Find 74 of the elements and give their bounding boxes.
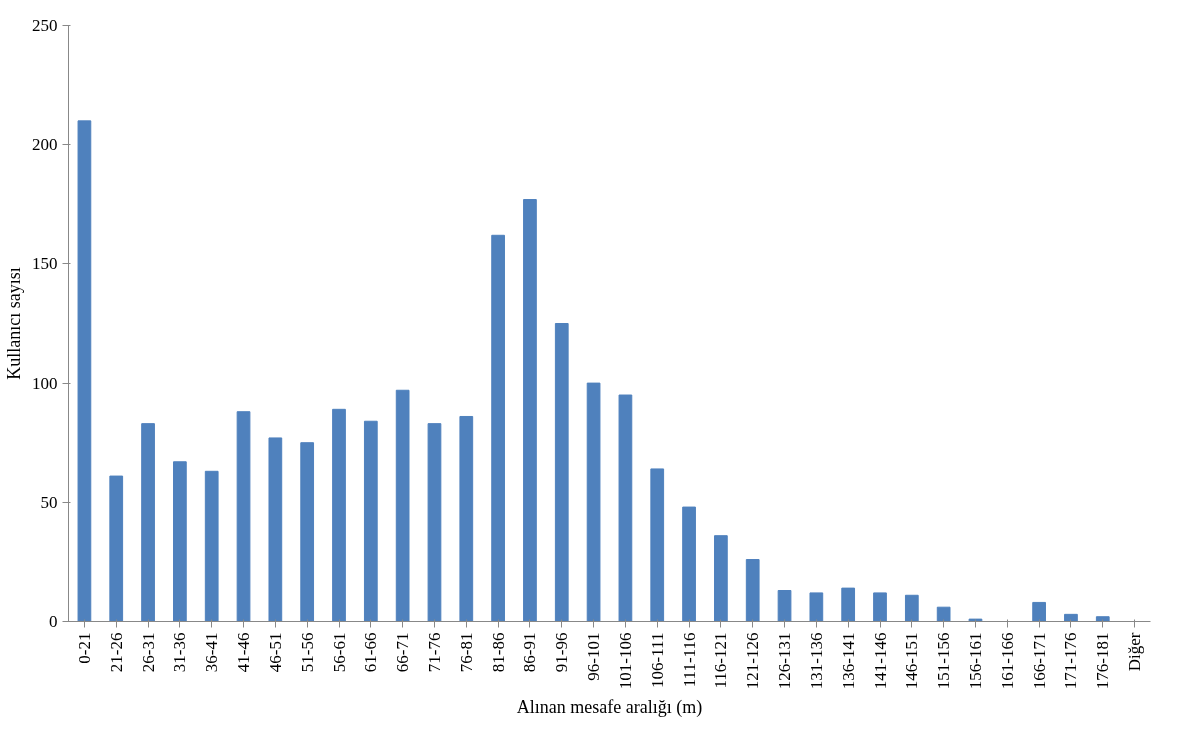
y-axis-title: Kullanıcı sayısı xyxy=(4,267,24,380)
y-tick-label: 0 xyxy=(49,612,58,631)
x-tick-label: 61-66 xyxy=(361,632,381,673)
bar xyxy=(1032,601,1046,622)
bar xyxy=(968,618,983,622)
bar xyxy=(936,606,951,622)
bar xyxy=(586,382,601,622)
bar xyxy=(491,234,505,622)
x-tick-label: 31-36 xyxy=(170,632,190,673)
bar xyxy=(1064,613,1078,622)
x-tick-label: 136-141 xyxy=(838,632,858,690)
y-tick-label: 50 xyxy=(40,492,58,512)
bar xyxy=(1095,616,1110,622)
bar xyxy=(204,470,219,622)
x-tick-label: 71-76 xyxy=(424,632,444,673)
x-tick-label: 101-106 xyxy=(615,632,635,690)
x-tick-label: 131-136 xyxy=(806,632,826,690)
bar xyxy=(363,420,378,622)
y-tick-label: 250 xyxy=(32,16,58,35)
x-tick-label: 161-166 xyxy=(997,632,1017,690)
bar xyxy=(236,411,251,622)
bar xyxy=(395,389,410,622)
x-tick-label: 26-31 xyxy=(138,632,158,673)
bar xyxy=(173,461,187,622)
bar xyxy=(745,559,760,622)
x-tick-label: 41-46 xyxy=(234,632,254,673)
x-tick-label: 116-121 xyxy=(711,632,731,689)
x-tick-label: 56-61 xyxy=(329,632,349,673)
x-tick-label: 76-81 xyxy=(456,632,476,673)
y-tick-label: 100 xyxy=(32,373,58,393)
x-tick-label: Diğer xyxy=(1125,632,1145,672)
bar xyxy=(682,506,696,622)
y-tick-label: 150 xyxy=(32,254,58,274)
x-tick-label: 141-146 xyxy=(870,632,890,690)
bar xyxy=(523,199,537,622)
bar xyxy=(618,394,633,622)
x-tick-label: 81-86 xyxy=(488,632,508,673)
x-tick-label: 106-111 xyxy=(647,632,667,688)
x-tick-label: 171-176 xyxy=(1061,632,1081,690)
bar xyxy=(427,423,442,622)
x-tick-label: 156-161 xyxy=(965,632,985,690)
x-tick-label: 166-171 xyxy=(1029,632,1049,690)
x-tick-label: 96-101 xyxy=(584,632,604,681)
bar xyxy=(650,468,665,622)
x-tick-label: 36-41 xyxy=(202,632,222,673)
bar xyxy=(809,592,824,622)
x-tick-label: 121-126 xyxy=(743,632,763,690)
x-tick-label: 46-51 xyxy=(265,632,285,673)
bar xyxy=(109,475,124,622)
x-tick-label: 176-181 xyxy=(1093,632,1113,690)
bar xyxy=(904,594,919,622)
x-tick-label: 51-56 xyxy=(297,632,317,673)
bar xyxy=(332,408,346,622)
x-tick-label: 86-91 xyxy=(520,632,540,673)
y-tick-label: 200 xyxy=(32,135,58,155)
x-tick-label: 146-151 xyxy=(902,632,922,690)
x-tick-label: 21-26 xyxy=(106,632,126,673)
x-tick-label: 0-21 xyxy=(74,632,94,664)
bar xyxy=(714,535,728,622)
bar xyxy=(141,423,155,622)
bar xyxy=(300,442,315,622)
bar xyxy=(873,592,887,622)
bar xyxy=(841,587,856,622)
x-tick-label: 91-96 xyxy=(552,632,572,673)
x-tick-label: 111-116 xyxy=(679,632,699,688)
bar xyxy=(77,120,92,622)
x-tick-label: 126-131 xyxy=(775,632,795,690)
x-tick-label: 66-71 xyxy=(393,632,413,673)
bar xyxy=(268,437,283,622)
x-axis-title: Alınan mesafe aralığı (m) xyxy=(516,697,703,719)
bar xyxy=(777,590,792,622)
bar xyxy=(554,323,569,622)
x-tick-label: 151-156 xyxy=(934,632,954,690)
bar xyxy=(459,415,474,622)
